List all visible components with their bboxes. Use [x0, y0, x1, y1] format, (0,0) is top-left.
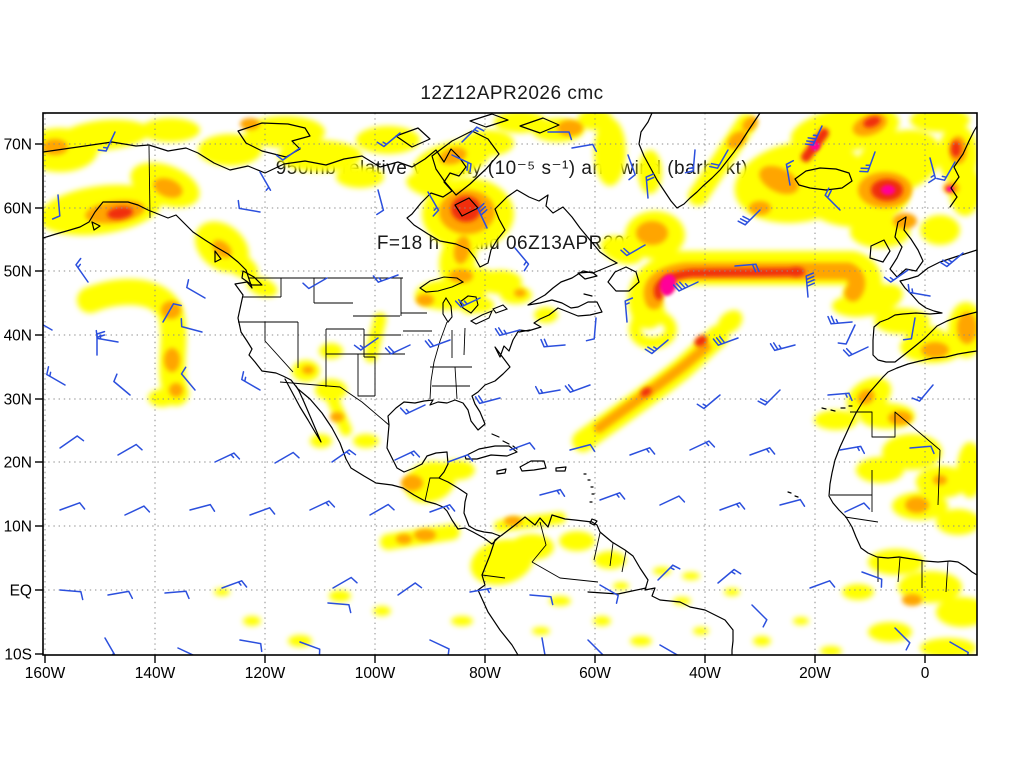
- lat-label: EQ: [10, 583, 32, 600]
- vorticity-shading-layer: [43, 113, 977, 655]
- lat-label: 20N: [4, 455, 32, 472]
- lon-label: 140W: [135, 665, 176, 682]
- lon-label: 60W: [579, 665, 611, 682]
- coastline-layer: [43, 113, 977, 655]
- lon-label: 20W: [799, 665, 831, 682]
- lat-label: 30N: [4, 392, 32, 409]
- lon-label: 80W: [469, 665, 501, 682]
- chart-title-run: 12Z12APR2026 cmc: [420, 83, 604, 104]
- lat-label: 40N: [4, 328, 32, 345]
- lon-label: 40W: [689, 665, 721, 682]
- wind-barb-layer: [43, 125, 969, 655]
- lon-label: 100W: [355, 665, 396, 682]
- great-lakes-layer: [419, 276, 508, 325]
- lon-label: 160W: [25, 665, 66, 682]
- political-borders-layer: [148, 145, 949, 593]
- lat-label: 70N: [4, 137, 32, 154]
- lat-label: 50N: [4, 264, 32, 281]
- lat-label: 60N: [4, 201, 32, 218]
- lon-label: 120W: [245, 665, 286, 682]
- plot-area: [43, 113, 977, 655]
- lon-label: 0: [921, 665, 930, 682]
- lat-label: 10N: [4, 519, 32, 536]
- map-frame: [42, 112, 978, 656]
- lat-label: 10S: [4, 647, 32, 664]
